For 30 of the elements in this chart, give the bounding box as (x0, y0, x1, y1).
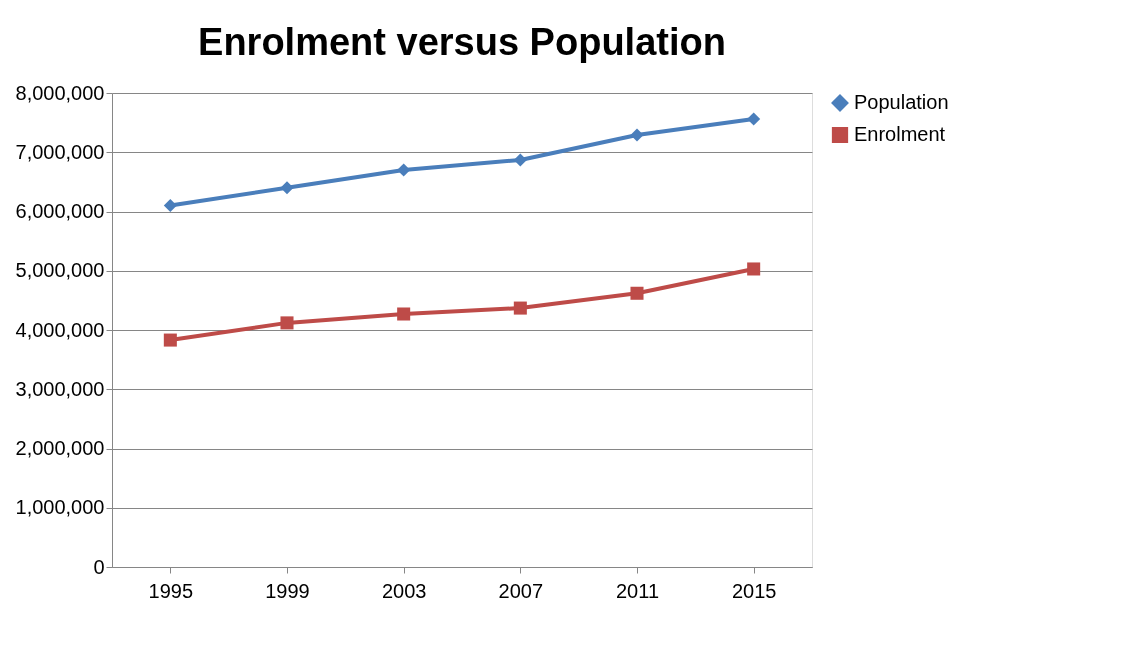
x-tick-label: 2011 (615, 579, 660, 602)
point (630, 128, 644, 142)
y-tick-label: 1,000,000 (15, 496, 105, 519)
point (280, 181, 294, 195)
y-tick-label: 5,000,000 (15, 259, 105, 282)
point (747, 262, 761, 276)
y-tick-label: 4,000,000 (15, 318, 105, 341)
y-tick-label: 8,000,000 (15, 81, 105, 104)
legend-label: Population (854, 91, 949, 113)
y-tick-label: 3,000,000 (15, 377, 105, 400)
point (747, 112, 761, 126)
chart-title: Enrolment versus Population (198, 21, 726, 63)
x-tick-label: 1995 (148, 579, 194, 602)
x-tick-label: 2015 (731, 579, 777, 602)
point (280, 316, 294, 330)
legend-label: Enrolment (854, 123, 946, 145)
y-tick-label: 6,000,000 (15, 200, 105, 222)
y-tick-label: 2,000,000 (15, 437, 105, 459)
point (513, 301, 527, 315)
point (397, 163, 411, 177)
y-tick-label: 0 (93, 555, 105, 578)
y-tick-label: 7,000,000 (15, 140, 105, 163)
point (397, 307, 411, 321)
x-tick-label: 1999 (265, 579, 310, 602)
point (513, 153, 527, 167)
x-tick-label: 2007 (498, 579, 544, 602)
point (163, 333, 177, 347)
point (163, 199, 177, 213)
point (630, 286, 644, 300)
x-tick-label: 2003 (381, 579, 427, 602)
